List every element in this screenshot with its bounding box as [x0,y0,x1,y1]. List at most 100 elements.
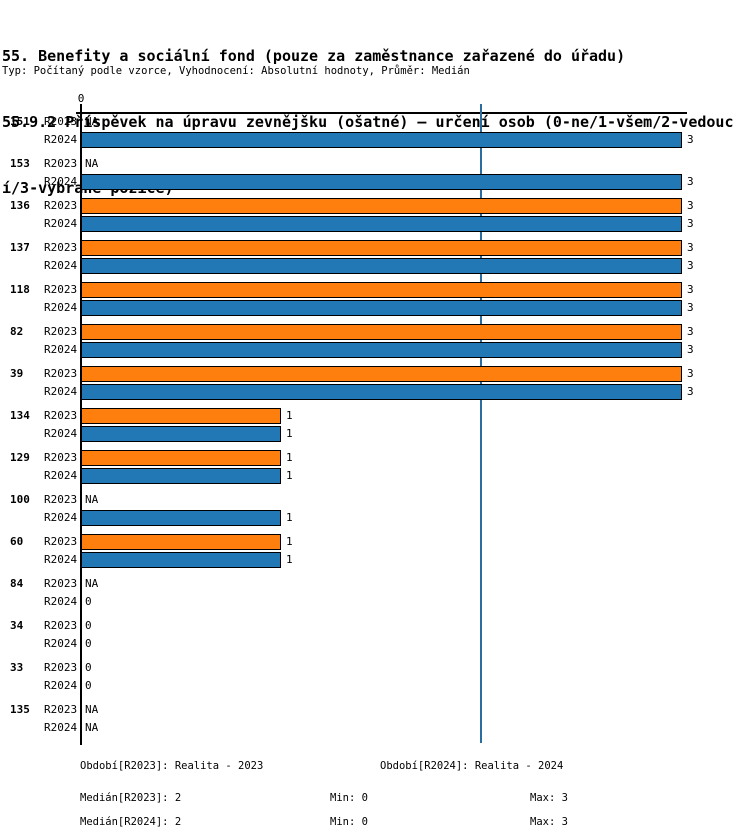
group-id-label: 118 [10,283,30,296]
value-label-r2023: 1 [286,451,293,464]
footer-min-r2024: Min: 0 [330,816,368,828]
series-label-r2024: R2024 [44,595,78,608]
bar-r2024 [81,132,682,148]
value-label-r2023: 3 [687,325,694,338]
value-label-r2024: 1 [286,553,293,566]
bar-group-60: 60 R2023 1 R2024 1 [0,534,750,576]
bar-group-135: 135 R2023 NA R2024 NA [0,702,750,744]
footer-min-r2023: Min: 0 [330,792,368,804]
series-label-r2024: R2024 [44,259,78,272]
bar-r2024 [81,258,682,274]
series-label-r2023: R2023 [44,283,78,296]
series-label-r2023: R2023 [44,115,78,128]
series-label-r2024: R2024 [44,679,78,692]
group-id-label: 153 [10,157,30,170]
series-label-r2024: R2024 [44,721,78,734]
bar-group-34: 34 R2023 0 R2024 0 [0,618,750,660]
axis-top-ruler-line [76,112,687,114]
value-label-r2024: 1 [286,511,293,524]
value-label-r2023: 0 [85,619,92,632]
group-id-label: 137 [10,241,30,254]
series-label-r2023: R2023 [44,703,78,716]
chart-title-line-2: 55.9.2 Příspěvek na úpravu zevnějšku (oš… [2,113,734,131]
group-id-label: 129 [10,451,30,464]
bar-r2024 [81,384,682,400]
series-label-r2024: R2024 [44,301,78,314]
bar-group-39: 39 R2023 3 R2024 3 [0,366,750,408]
value-label-r2024: 3 [687,259,694,272]
bar-r2023 [81,282,682,298]
value-label-r2024: NA [85,721,99,734]
series-label-r2024: R2024 [44,175,78,188]
series-label-r2024: R2024 [44,469,78,482]
value-label-r2023: 3 [687,241,694,254]
footer-median-r2023: Medián[R2023]: 2 [80,792,182,804]
bar-r2023 [81,240,682,256]
footer-max-r2023: Max: 3 [530,792,568,804]
group-id-label: 84 [10,577,24,590]
bar-r2023 [81,198,682,214]
series-label-r2024: R2024 [44,511,78,524]
series-label-r2023: R2023 [44,577,78,590]
series-label-r2024: R2024 [44,637,78,650]
series-label-r2024: R2024 [44,385,78,398]
value-label-r2023: 1 [286,535,293,548]
bar-r2024 [81,426,281,442]
value-label-r2023: NA [85,115,99,128]
value-label-r2024: 3 [687,175,694,188]
footer-max-r2024: Max: 3 [530,816,568,828]
axis-zero-tick-label: 0 [77,92,85,105]
value-label-r2023: NA [85,493,99,506]
median-reference-line [480,104,482,743]
bar-group-129: 129 R2023 1 R2024 1 [0,450,750,492]
series-label-r2024: R2024 [44,427,78,440]
value-label-r2023: 0 [85,661,92,674]
group-id-label: 33 [10,661,24,674]
value-label-r2024: 3 [687,133,694,146]
series-label-r2023: R2023 [44,157,78,170]
bar-r2023 [81,450,281,466]
bar-group-100: 100 R2023 NA R2024 1 [0,492,750,534]
bar-group-151: 151 R2023 NA R2024 3 [0,114,750,156]
value-label-r2023: 3 [687,367,694,380]
axis-zero-baseline [80,104,82,745]
series-label-r2023: R2023 [44,409,78,422]
series-label-r2024: R2024 [44,217,78,230]
value-label-r2024: 3 [687,217,694,230]
bar-r2023 [81,324,682,340]
bar-group-153: 153 R2023 NA R2024 3 [0,156,750,198]
value-label-r2023: 3 [687,283,694,296]
series-label-r2023: R2023 [44,241,78,254]
bar-group-33: 33 R2023 0 R2024 0 [0,660,750,702]
chart-subtitle: Typ: Počítaný podle vzorce, Vyhodnocení:… [2,65,470,77]
series-label-r2023: R2023 [44,661,78,674]
bar-r2023 [81,408,281,424]
value-label-r2024: 0 [85,595,92,608]
value-label-r2024: 0 [85,679,92,692]
footer-median-r2024: Medián[R2024]: 2 [80,816,182,828]
bar-r2023 [81,534,281,550]
series-label-r2024: R2024 [44,133,78,146]
series-label-r2024: R2024 [44,343,78,356]
footer-period-r2024: Období[R2024]: Realita - 2024 [380,760,564,772]
group-id-label: 34 [10,619,24,632]
bar-group-82: 82 R2023 3 R2024 3 [0,324,750,366]
chart-title-line-1: 55. Benefity a sociální fond (pouze za z… [2,47,626,65]
value-label-r2024: 3 [687,343,694,356]
group-id-label: 60 [10,535,24,548]
group-id-label: 134 [10,409,30,422]
chart-title: 55. Benefity a sociální fond (pouze za z… [2,1,734,243]
value-label-r2023: 3 [687,199,694,212]
group-id-label: 39 [10,367,24,380]
value-label-r2024: 3 [687,385,694,398]
bar-r2024 [81,468,281,484]
value-label-r2024: 1 [286,427,293,440]
value-label-r2024: 1 [286,469,293,482]
series-label-r2023: R2023 [44,451,78,464]
bar-r2024 [81,510,281,526]
bar-group-118: 118 R2023 3 R2024 3 [0,282,750,324]
series-label-r2023: R2023 [44,619,78,632]
group-id-label: 82 [10,325,24,338]
